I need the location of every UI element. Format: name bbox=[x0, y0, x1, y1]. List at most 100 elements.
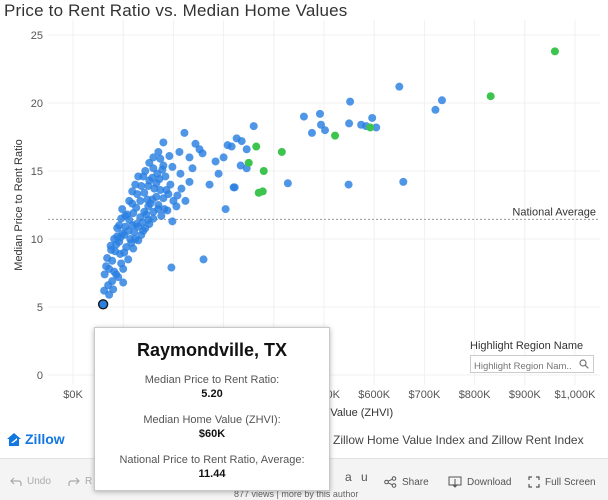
data-point[interactable] bbox=[176, 169, 185, 178]
highlighted-point[interactable] bbox=[366, 123, 375, 132]
data-point[interactable] bbox=[161, 172, 170, 181]
highlighted-point[interactable] bbox=[244, 158, 253, 167]
data-point[interactable] bbox=[344, 180, 353, 189]
highlighted-point[interactable] bbox=[252, 142, 261, 151]
data-point[interactable] bbox=[156, 186, 165, 195]
data-point[interactable] bbox=[181, 196, 190, 205]
data-point[interactable] bbox=[199, 255, 208, 264]
data-points[interactable] bbox=[97, 47, 559, 310]
data-point[interactable] bbox=[167, 263, 176, 272]
data-point[interactable] bbox=[321, 126, 330, 135]
data-point[interactable] bbox=[399, 177, 408, 186]
download-button[interactable]: Download bbox=[448, 476, 511, 488]
data-point[interactable] bbox=[120, 248, 129, 257]
data-point[interactable] bbox=[142, 210, 151, 219]
data-point[interactable] bbox=[121, 211, 130, 220]
data-point[interactable] bbox=[219, 153, 228, 162]
data-point[interactable] bbox=[221, 205, 230, 214]
data-point[interactable] bbox=[124, 255, 133, 264]
data-point[interactable] bbox=[155, 175, 164, 184]
data-point[interactable] bbox=[131, 180, 140, 189]
data-point[interactable] bbox=[144, 181, 153, 190]
zillow-logo[interactable]: Zillow bbox=[6, 431, 65, 447]
data-point[interactable] bbox=[232, 134, 241, 143]
data-point[interactable] bbox=[108, 256, 117, 265]
data-point[interactable] bbox=[157, 211, 166, 220]
data-point[interactable] bbox=[113, 232, 122, 241]
data-point[interactable] bbox=[118, 205, 127, 214]
data-point[interactable] bbox=[156, 154, 165, 163]
data-point[interactable] bbox=[164, 190, 173, 199]
data-point[interactable] bbox=[345, 119, 354, 128]
highlighted-point[interactable] bbox=[277, 147, 286, 156]
data-point[interactable] bbox=[134, 172, 143, 181]
data-point[interactable] bbox=[132, 203, 141, 212]
data-point[interactable] bbox=[146, 199, 155, 208]
selected-point[interactable] bbox=[97, 299, 109, 310]
data-point[interactable] bbox=[223, 141, 232, 150]
highlighted-point[interactable] bbox=[550, 47, 559, 56]
highlighted-point[interactable] bbox=[259, 167, 268, 175]
data-point[interactable] bbox=[346, 97, 355, 106]
fullscreen-button[interactable]: Full Screen bbox=[528, 476, 596, 488]
data-point[interactable] bbox=[137, 230, 146, 239]
data-point[interactable] bbox=[137, 181, 146, 190]
data-point[interactable] bbox=[110, 267, 119, 276]
data-point[interactable] bbox=[315, 109, 324, 118]
data-point[interactable] bbox=[112, 240, 121, 249]
data-point[interactable] bbox=[159, 161, 168, 170]
data-point[interactable] bbox=[230, 183, 239, 192]
data-point[interactable] bbox=[107, 245, 116, 254]
data-point[interactable] bbox=[395, 82, 404, 91]
undo-button[interactable]: Undo bbox=[10, 476, 51, 487]
data-point[interactable] bbox=[159, 138, 168, 147]
data-point[interactable] bbox=[108, 277, 117, 286]
data-point[interactable] bbox=[154, 205, 163, 214]
data-point[interactable] bbox=[149, 153, 158, 162]
data-point[interactable] bbox=[168, 217, 177, 226]
highlighted-point[interactable] bbox=[331, 131, 340, 140]
data-point[interactable] bbox=[102, 262, 111, 271]
data-point[interactable] bbox=[165, 152, 174, 161]
highlighted-point[interactable] bbox=[258, 187, 267, 196]
search-icon[interactable] bbox=[579, 359, 589, 369]
highlight-input-wrapper[interactable] bbox=[470, 355, 594, 375]
redo-button[interactable]: R bbox=[68, 476, 92, 487]
highlighted-point[interactable] bbox=[486, 92, 495, 101]
data-point[interactable] bbox=[131, 235, 140, 243]
share-button[interactable]: Share bbox=[384, 476, 429, 488]
data-point[interactable] bbox=[128, 187, 137, 196]
data-point[interactable] bbox=[119, 278, 128, 287]
data-point[interactable] bbox=[125, 196, 134, 205]
data-point[interactable] bbox=[136, 196, 145, 205]
highlight-region-input[interactable] bbox=[471, 358, 575, 375]
data-point[interactable] bbox=[166, 180, 175, 189]
data-point[interactable] bbox=[372, 123, 381, 132]
data-point[interactable] bbox=[100, 270, 109, 279]
data-point[interactable] bbox=[299, 112, 308, 121]
data-point[interactable] bbox=[152, 192, 161, 201]
data-point[interactable] bbox=[242, 145, 251, 154]
data-point[interactable] bbox=[249, 122, 258, 131]
data-point[interactable] bbox=[236, 161, 245, 170]
data-point[interactable] bbox=[283, 179, 292, 188]
data-point[interactable] bbox=[175, 147, 184, 156]
data-point[interactable] bbox=[141, 167, 150, 175]
data-point[interactable] bbox=[195, 145, 204, 154]
data-point[interactable] bbox=[115, 221, 124, 230]
data-point[interactable] bbox=[368, 113, 377, 122]
data-point[interactable] bbox=[180, 128, 189, 137]
data-point[interactable] bbox=[168, 162, 177, 171]
data-point[interactable] bbox=[154, 147, 163, 156]
data-point[interactable] bbox=[437, 96, 446, 105]
views-line[interactable]: 877 views | more by this author bbox=[234, 489, 359, 499]
data-point[interactable] bbox=[205, 180, 214, 189]
data-point[interactable] bbox=[307, 128, 316, 137]
data-point[interactable] bbox=[140, 188, 149, 197]
data-point[interactable] bbox=[150, 184, 159, 193]
data-point[interactable] bbox=[214, 169, 223, 178]
data-point[interactable] bbox=[177, 184, 186, 193]
data-point[interactable] bbox=[117, 259, 126, 268]
data-point[interactable] bbox=[173, 191, 182, 200]
data-point[interactable] bbox=[163, 206, 172, 215]
